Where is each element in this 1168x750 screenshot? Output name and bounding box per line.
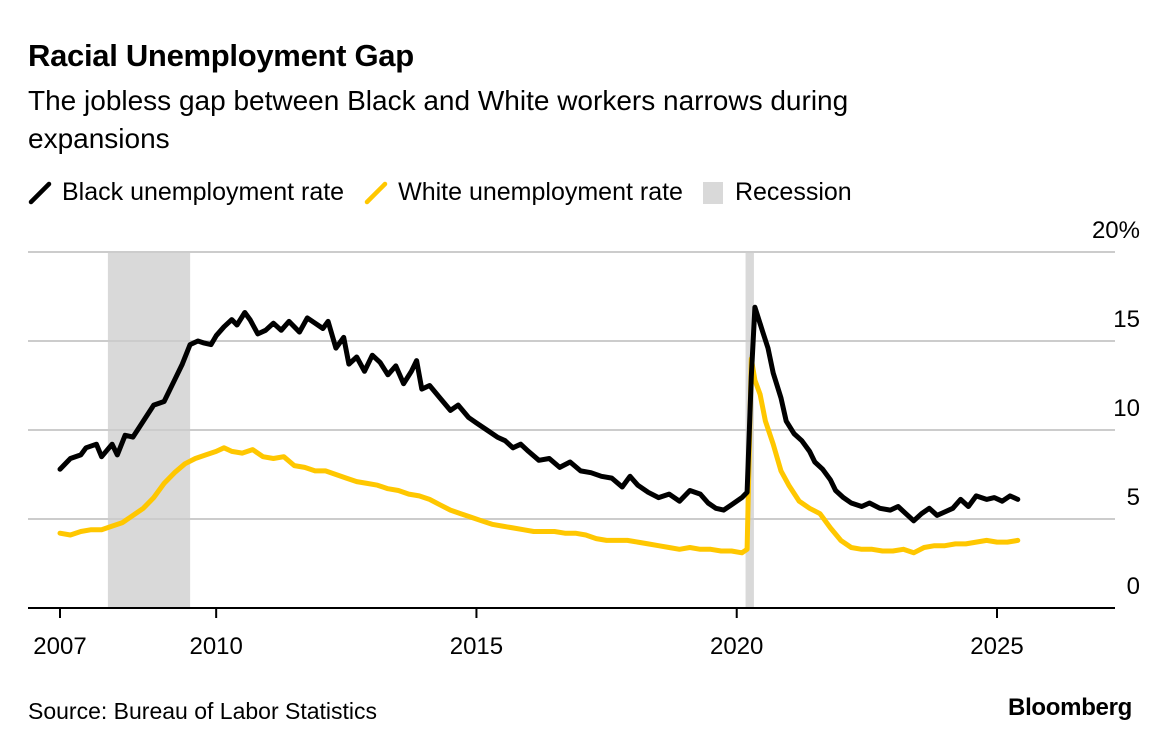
legend-label-black: Black unemployment rate xyxy=(62,178,345,206)
x-tick-label-2020: 2020 xyxy=(710,633,763,660)
x-tick-label-2010: 2010 xyxy=(189,633,242,660)
chart-title: Racial Unemployment Gap xyxy=(28,38,414,73)
series-line-black xyxy=(57,304,1021,524)
y-tick-label-15: 15 xyxy=(1113,306,1140,333)
legend-item-recession: Recession xyxy=(702,178,852,207)
legend-swatch-white xyxy=(364,181,388,204)
series-lines xyxy=(57,304,1021,556)
chart-subtitle: The jobless gap between Black and White … xyxy=(28,85,849,154)
legend-item-white: White unemployment rate xyxy=(364,178,683,207)
source-note: Source: Bureau of Labor Statistics xyxy=(28,698,378,724)
x-tick-label-2015: 2015 xyxy=(450,633,503,660)
y-tick-label-10: 10 xyxy=(1113,395,1140,422)
y-tick-label-5: 5 xyxy=(1127,484,1140,511)
x-tick-label-2025: 2025 xyxy=(970,633,1023,660)
brand-logo: Bloomberg xyxy=(1008,694,1132,721)
x-tick-label-2007: 2007 xyxy=(33,633,86,660)
grid-lines xyxy=(28,251,1115,609)
y-axis-ticks: 20% 15 10 5 0 xyxy=(1092,217,1140,600)
legend-label-recession: Recession xyxy=(734,178,852,206)
series-line-white xyxy=(57,356,1021,556)
legend-item-black: Black unemployment rate xyxy=(28,178,344,207)
y-tick-label-0: 0 xyxy=(1127,573,1140,600)
y-tick-label-20: 20% xyxy=(1092,217,1140,244)
x-axis-ticks: 2007 2010 2015 2020 2025 xyxy=(33,608,1024,660)
legend-swatch-recession xyxy=(702,181,723,204)
legend-label-white: White unemployment rate xyxy=(398,178,683,206)
legend-swatch-black xyxy=(28,181,52,204)
chart-legend: Black unemployment rate White unemployme… xyxy=(28,178,872,207)
